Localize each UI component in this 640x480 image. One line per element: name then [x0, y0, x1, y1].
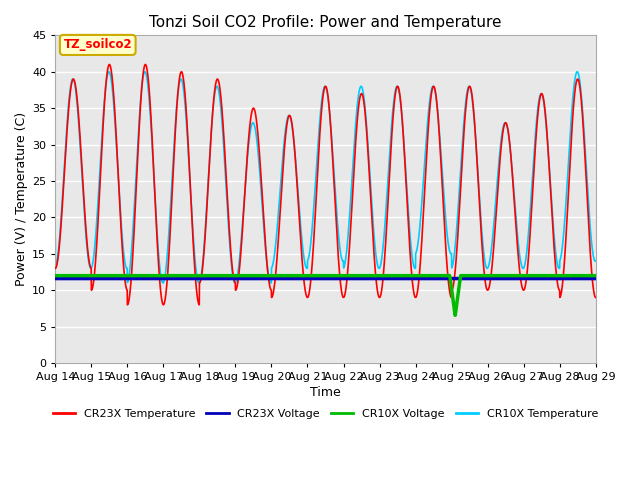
- Text: TZ_soilco2: TZ_soilco2: [63, 38, 132, 51]
- Legend: CR23X Temperature, CR23X Voltage, CR10X Voltage, CR10X Temperature: CR23X Temperature, CR23X Voltage, CR10X …: [48, 404, 603, 423]
- Y-axis label: Power (V) / Temperature (C): Power (V) / Temperature (C): [15, 112, 28, 286]
- X-axis label: Time: Time: [310, 386, 341, 399]
- Title: Tonzi Soil CO2 Profile: Power and Temperature: Tonzi Soil CO2 Profile: Power and Temper…: [149, 15, 502, 30]
